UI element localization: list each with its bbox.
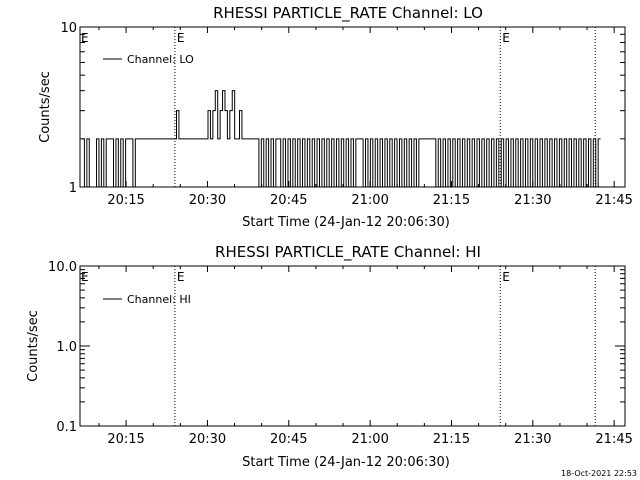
x-axis-label-lo: Start Time (24-Jan-12 20:06:30) <box>242 215 450 230</box>
x-tick-label: 20:45 <box>270 193 307 208</box>
x-tick-label: 21:15 <box>433 193 470 208</box>
plot-frame-lo <box>79 26 626 188</box>
x-tick-label: 21:15 <box>433 432 470 447</box>
x-tick-label: 21:45 <box>595 193 632 208</box>
x-tick-label: 20:15 <box>107 432 144 447</box>
x-tick-label: 21:00 <box>351 432 388 447</box>
event-marker-label-left: E <box>81 31 89 45</box>
event-markers-lo: E EE <box>81 27 596 187</box>
y-axis-label-hi: Counts/sec <box>26 310 41 382</box>
x-tick-label: 21:45 <box>595 432 632 447</box>
legend-label-hi: Channel: HI <box>127 293 191 306</box>
x-axis-label-hi: Start Time (24-Jan-12 20:06:30) <box>242 455 450 470</box>
x-axis-hi: 20:15 20:30 20:45 21:00 21:15 21:30 21:45 <box>98 266 633 447</box>
y-axis-label-lo: Counts/sec <box>38 71 53 143</box>
timestamp-footer: 18-Oct-2021 22:53 <box>561 469 637 478</box>
event-marker-label: E <box>502 270 510 284</box>
chart-title-hi: RHESSI PARTICLE_RATE Channel: HI <box>215 243 481 262</box>
series-line-lo <box>82 90 601 188</box>
x-tick-label: 20:45 <box>270 432 307 447</box>
x-tick-label: 20:15 <box>107 193 144 208</box>
y-axis-lo: 1 10 <box>60 21 625 196</box>
x-tick-label: 20:30 <box>189 193 226 208</box>
x-tick-label: 21:30 <box>514 193 551 208</box>
y-tick-label: 1.0 <box>56 340 77 355</box>
y-tick-label: 0.1 <box>56 420 77 435</box>
chart-title-lo: RHESSI PARTICLE_RATE Channel: LO <box>213 4 483 23</box>
y-axis-hi: 0.1 1.0 10.0 <box>48 260 625 435</box>
x-tick-label: 20:30 <box>189 432 226 447</box>
y-tick-label: 10.0 <box>48 260 77 275</box>
y-tick-label: 10 <box>60 21 77 36</box>
event-marker-label: E <box>177 270 185 284</box>
x-tick-label: 21:30 <box>514 432 551 447</box>
event-markers-hi: E EE <box>81 266 596 426</box>
event-marker-label: E <box>502 31 510 45</box>
x-tick-label: 21:00 <box>351 193 388 208</box>
chart-panel-hi: RHESSI PARTICLE_RATE Channel: HI 0.1 1.0 1… <box>26 243 633 470</box>
y-tick-label: 1 <box>69 181 77 196</box>
event-marker-label-left: E <box>81 270 89 284</box>
plot-frame-hi <box>79 265 626 427</box>
legend-label-lo: Channel: LO <box>127 53 194 66</box>
event-marker-label: E <box>177 31 185 45</box>
chart-panel-lo: RHESSI PARTICLE_RATE Channel: LO 1 10 20:… <box>38 4 633 230</box>
